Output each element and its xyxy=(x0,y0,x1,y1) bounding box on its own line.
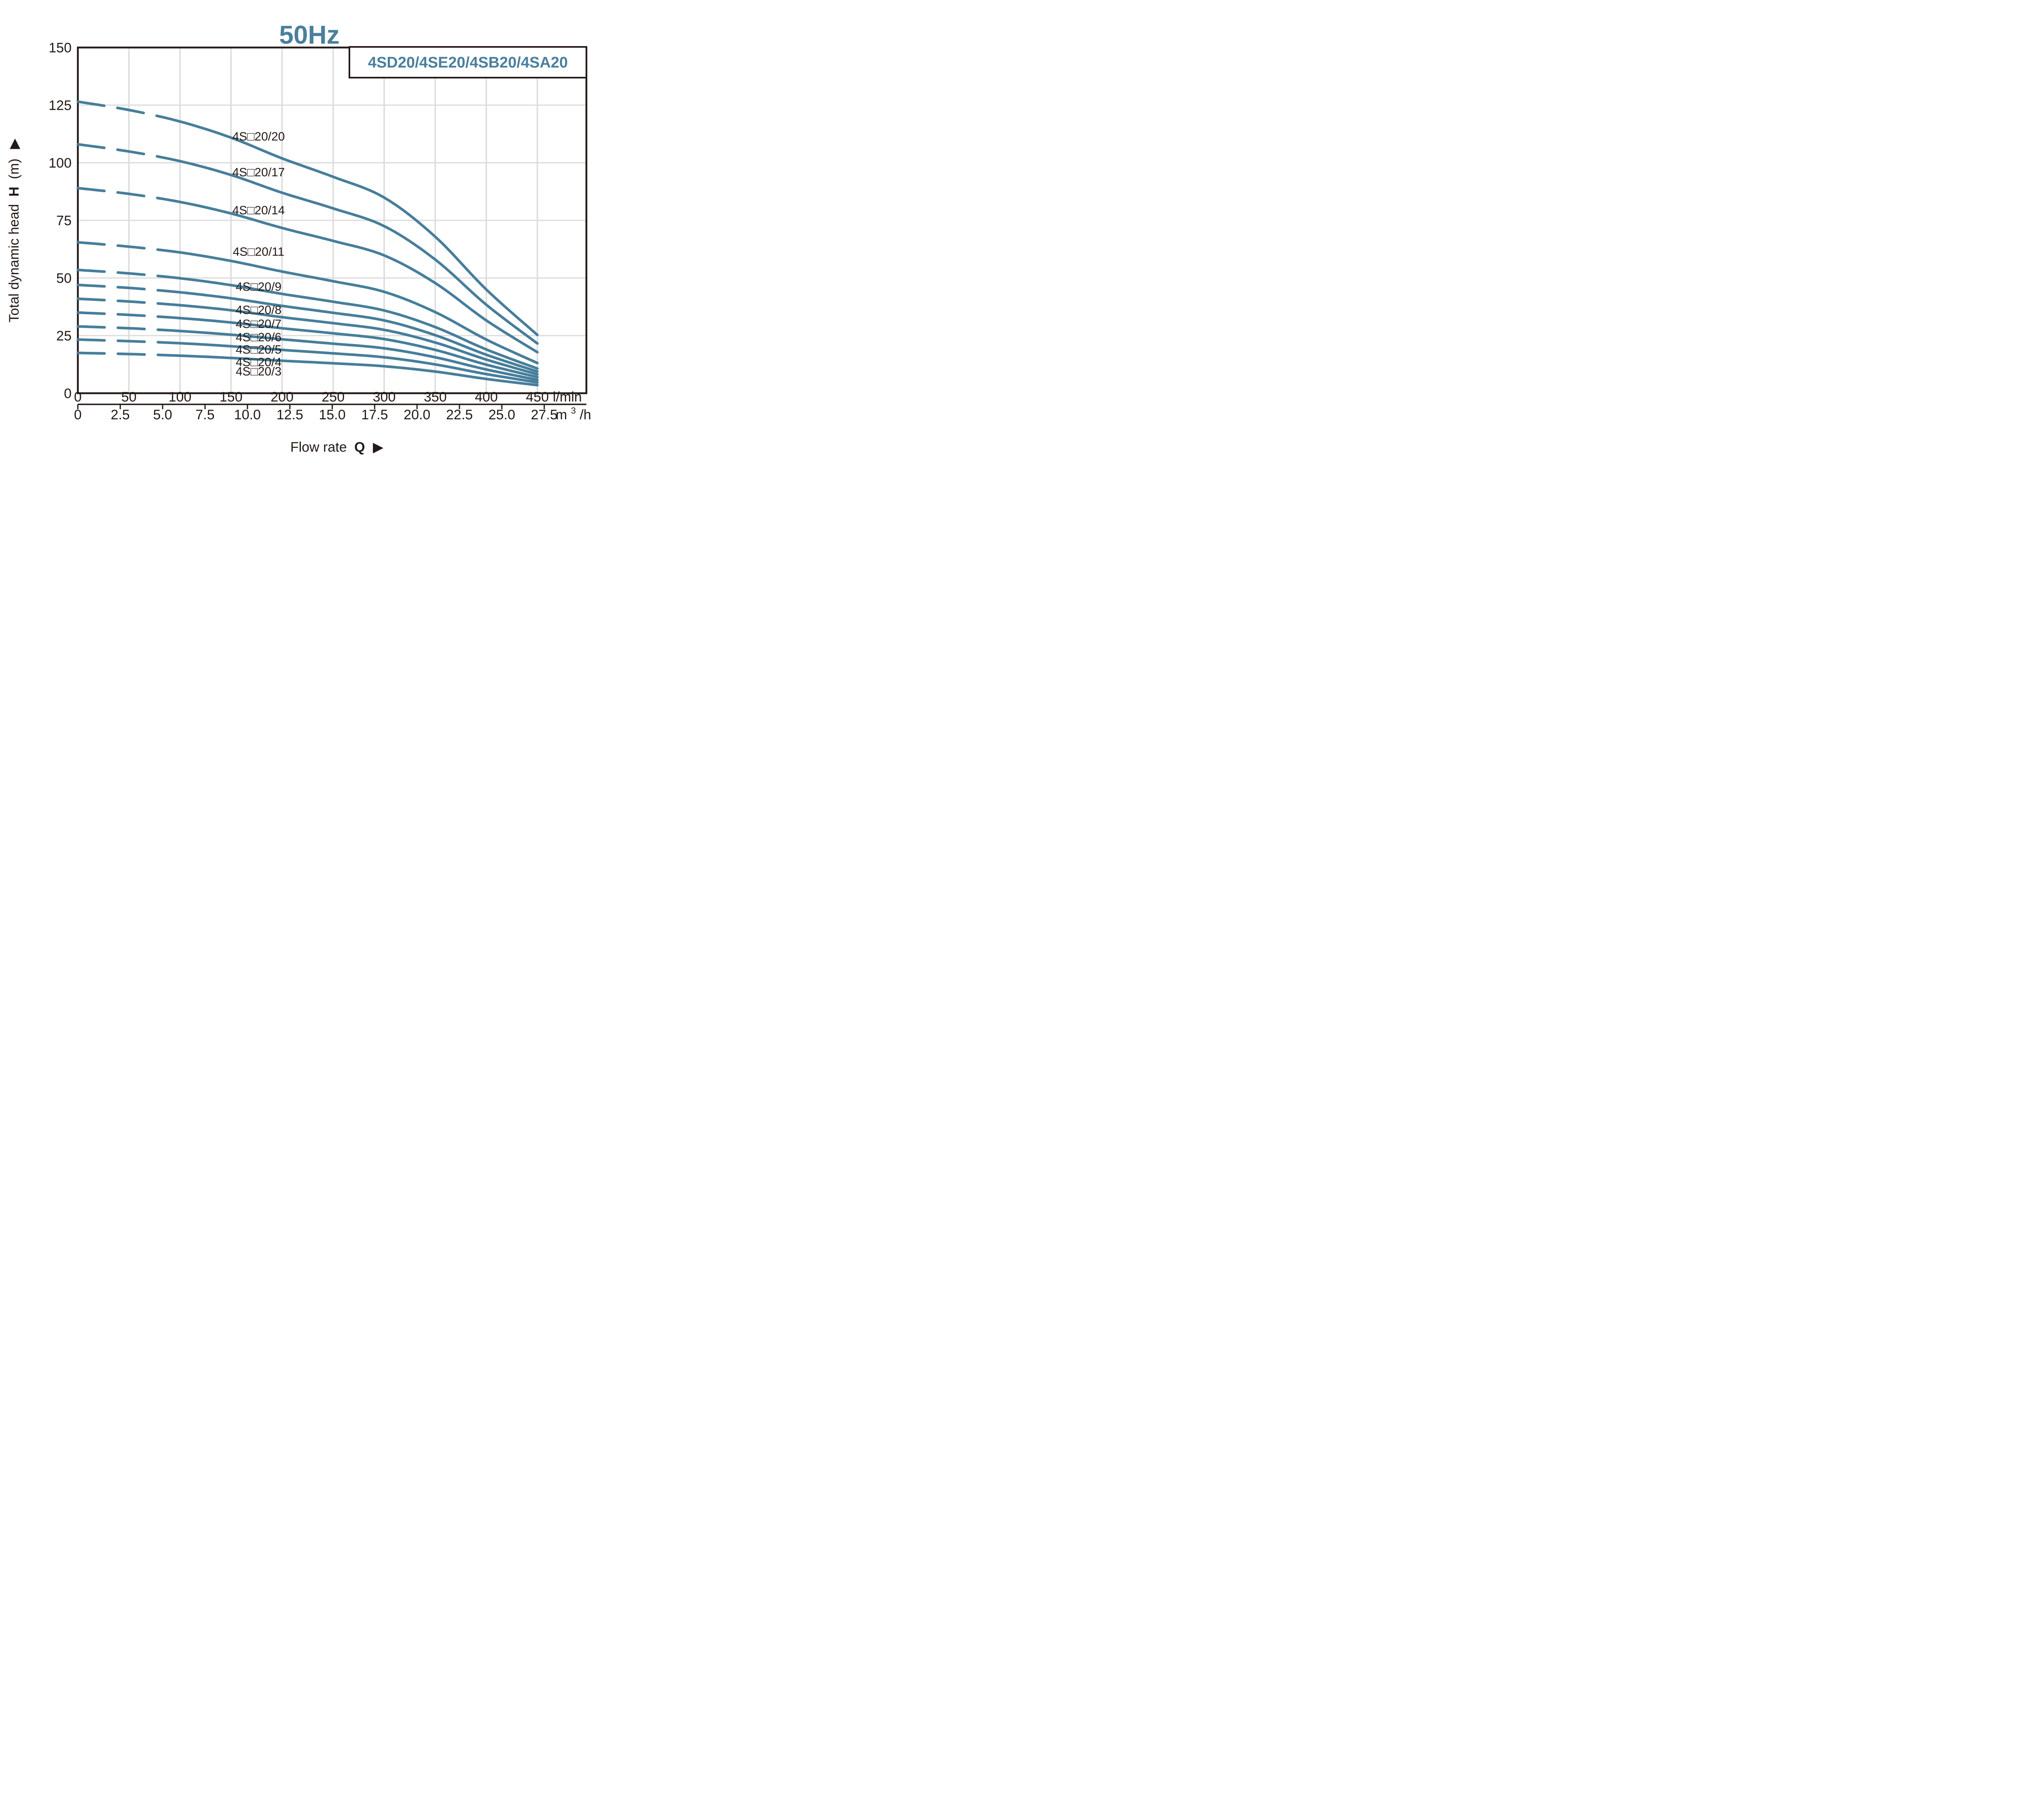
pump-curve xyxy=(158,315,539,378)
x-tick-label-m3h: 20.0 xyxy=(404,407,430,423)
x-tick-label-m3h: 25.0 xyxy=(489,407,515,423)
x-tick-label-lmin: 450 xyxy=(526,389,549,405)
x-tick-label-lmin: 400 xyxy=(475,389,498,405)
pump-curve-dashed-segment xyxy=(76,100,161,118)
y-tick-label: 0 xyxy=(64,386,72,402)
x-tick-label-lmin: 250 xyxy=(321,389,345,405)
y-tick-label: 125 xyxy=(49,98,72,113)
pump-curve-chart-page: 0 25 50 75 100 125 150 0 50 100 150 200 250 300 350 400… xyxy=(0,0,613,455)
curve-label: 4S□20/14 xyxy=(232,204,285,217)
m3h-unit-sup: 3 xyxy=(571,406,576,416)
pump-curve xyxy=(158,115,539,336)
y-tick-label: 100 xyxy=(49,156,72,171)
y-axis-label-unit: (m) xyxy=(6,159,22,179)
pump-curve xyxy=(158,275,539,370)
x-tick-label-m3h: 12.5 xyxy=(277,407,303,423)
x-tick-label-m3h: 0 xyxy=(74,407,82,423)
chart-title: 50Hz xyxy=(279,20,339,49)
pump-curve xyxy=(158,289,539,373)
lmin-unit-label: l/min xyxy=(553,389,582,405)
up-arrow-icon: ▶ xyxy=(6,138,22,149)
x-axis-label-text: Flow rate xyxy=(290,440,347,455)
m3h-unit-denom: /h xyxy=(580,407,591,423)
x-tick-label-lmin: 0 xyxy=(74,389,82,405)
legend-box xyxy=(349,46,587,78)
pump-curve-dashed-segment xyxy=(76,268,161,277)
x-tick-label-lmin: 200 xyxy=(271,389,294,405)
curve-label: 4S□20/8 xyxy=(236,304,281,317)
x-axis-label: Flow rate Q ▶ xyxy=(290,440,384,455)
pump-curve-dashed-segment xyxy=(76,241,161,252)
x-tick-label-m3h: 7.5 xyxy=(195,407,214,423)
curve-label: 4S□20/3 xyxy=(236,365,281,378)
pump-curve xyxy=(158,341,539,384)
pump-curve xyxy=(158,353,539,387)
y-tick-label: 150 xyxy=(49,40,72,56)
x-tick-label-m3h: 2.5 xyxy=(111,407,130,423)
curve-label: 4S□20/7 xyxy=(236,317,281,331)
chart-generated-layer: 0 25 50 75 100 125 150 0 50 100 150 200 250 300 350 400… xyxy=(49,40,588,423)
plot-border xyxy=(77,47,588,394)
y-axis-label: Total dynamic head H (m) ▶ xyxy=(6,138,22,323)
x-tick-label-m3h: 17.5 xyxy=(361,407,388,423)
y-axis-label-text: Total dynamic head xyxy=(6,204,22,323)
pump-curve-dashed-segment xyxy=(76,297,161,305)
curve-label: 4S□20/9 xyxy=(236,280,281,294)
legend-label: 4SD20/4SE20/4SB20/4SA20 xyxy=(368,54,568,71)
y-tick-label: 75 xyxy=(56,213,72,228)
pump-curve xyxy=(158,197,539,354)
pump-curve-dashed-segment xyxy=(76,325,161,331)
m3h-unit-base: m xyxy=(556,407,567,423)
x-tick-label-lmin: 100 xyxy=(169,389,192,405)
pump-curve xyxy=(158,302,539,376)
pump-curve-dashed-segment xyxy=(76,283,161,292)
x-axis-label-symbol: Q xyxy=(354,440,365,455)
pump-curve-dashed-segment xyxy=(76,143,161,159)
pump-performance-chart: 0 25 50 75 100 125 150 0 50 100 150 200 250 300 350 400… xyxy=(6,20,591,455)
right-arrow-icon: ▶ xyxy=(373,440,384,455)
y-axis-label-symbol: H xyxy=(6,187,22,197)
x-tick-label-m3h: 27.5 xyxy=(531,407,558,423)
pump-curve xyxy=(158,248,539,365)
curve-label: 4S□20/11 xyxy=(233,245,285,258)
x-tick-label-m3h: 15.0 xyxy=(319,407,345,423)
pump-curve xyxy=(158,328,539,381)
curve-label: 4S□20/4 xyxy=(236,355,281,369)
x-tick-label-lmin: 150 xyxy=(220,389,243,405)
curve-label: 4S□20/17 xyxy=(232,166,285,179)
x-tick-label-lmin: 50 xyxy=(121,389,137,405)
x-tick-label-m3h: 22.5 xyxy=(446,407,473,423)
x-tick-label-m3h: 5.0 xyxy=(153,407,172,423)
legend: 4SD20/4SE20/4SB20/4SA20 xyxy=(349,46,587,78)
x-tick-label-lmin: 300 xyxy=(373,389,396,405)
pump-curve-dashed-segment xyxy=(76,186,161,200)
m3h-unit-label: m 3 /h xyxy=(556,402,591,423)
curve-label: 4S□20/20 xyxy=(232,130,285,143)
pump-curve-dashed-segment xyxy=(76,338,161,344)
pump-curve-dashed-segment xyxy=(76,351,161,357)
y-tick-label: 25 xyxy=(56,328,72,344)
x-tick-label-lmin: 350 xyxy=(424,389,447,405)
y-tick-label: 50 xyxy=(56,271,72,286)
pump-curve-dashed-segment xyxy=(76,311,161,318)
x-tick-label-m3h: 10.0 xyxy=(234,407,261,423)
curve-label: 4S□20/5 xyxy=(236,343,281,357)
pump-curve xyxy=(158,155,539,345)
curve-label: 4S□20/6 xyxy=(236,331,281,344)
